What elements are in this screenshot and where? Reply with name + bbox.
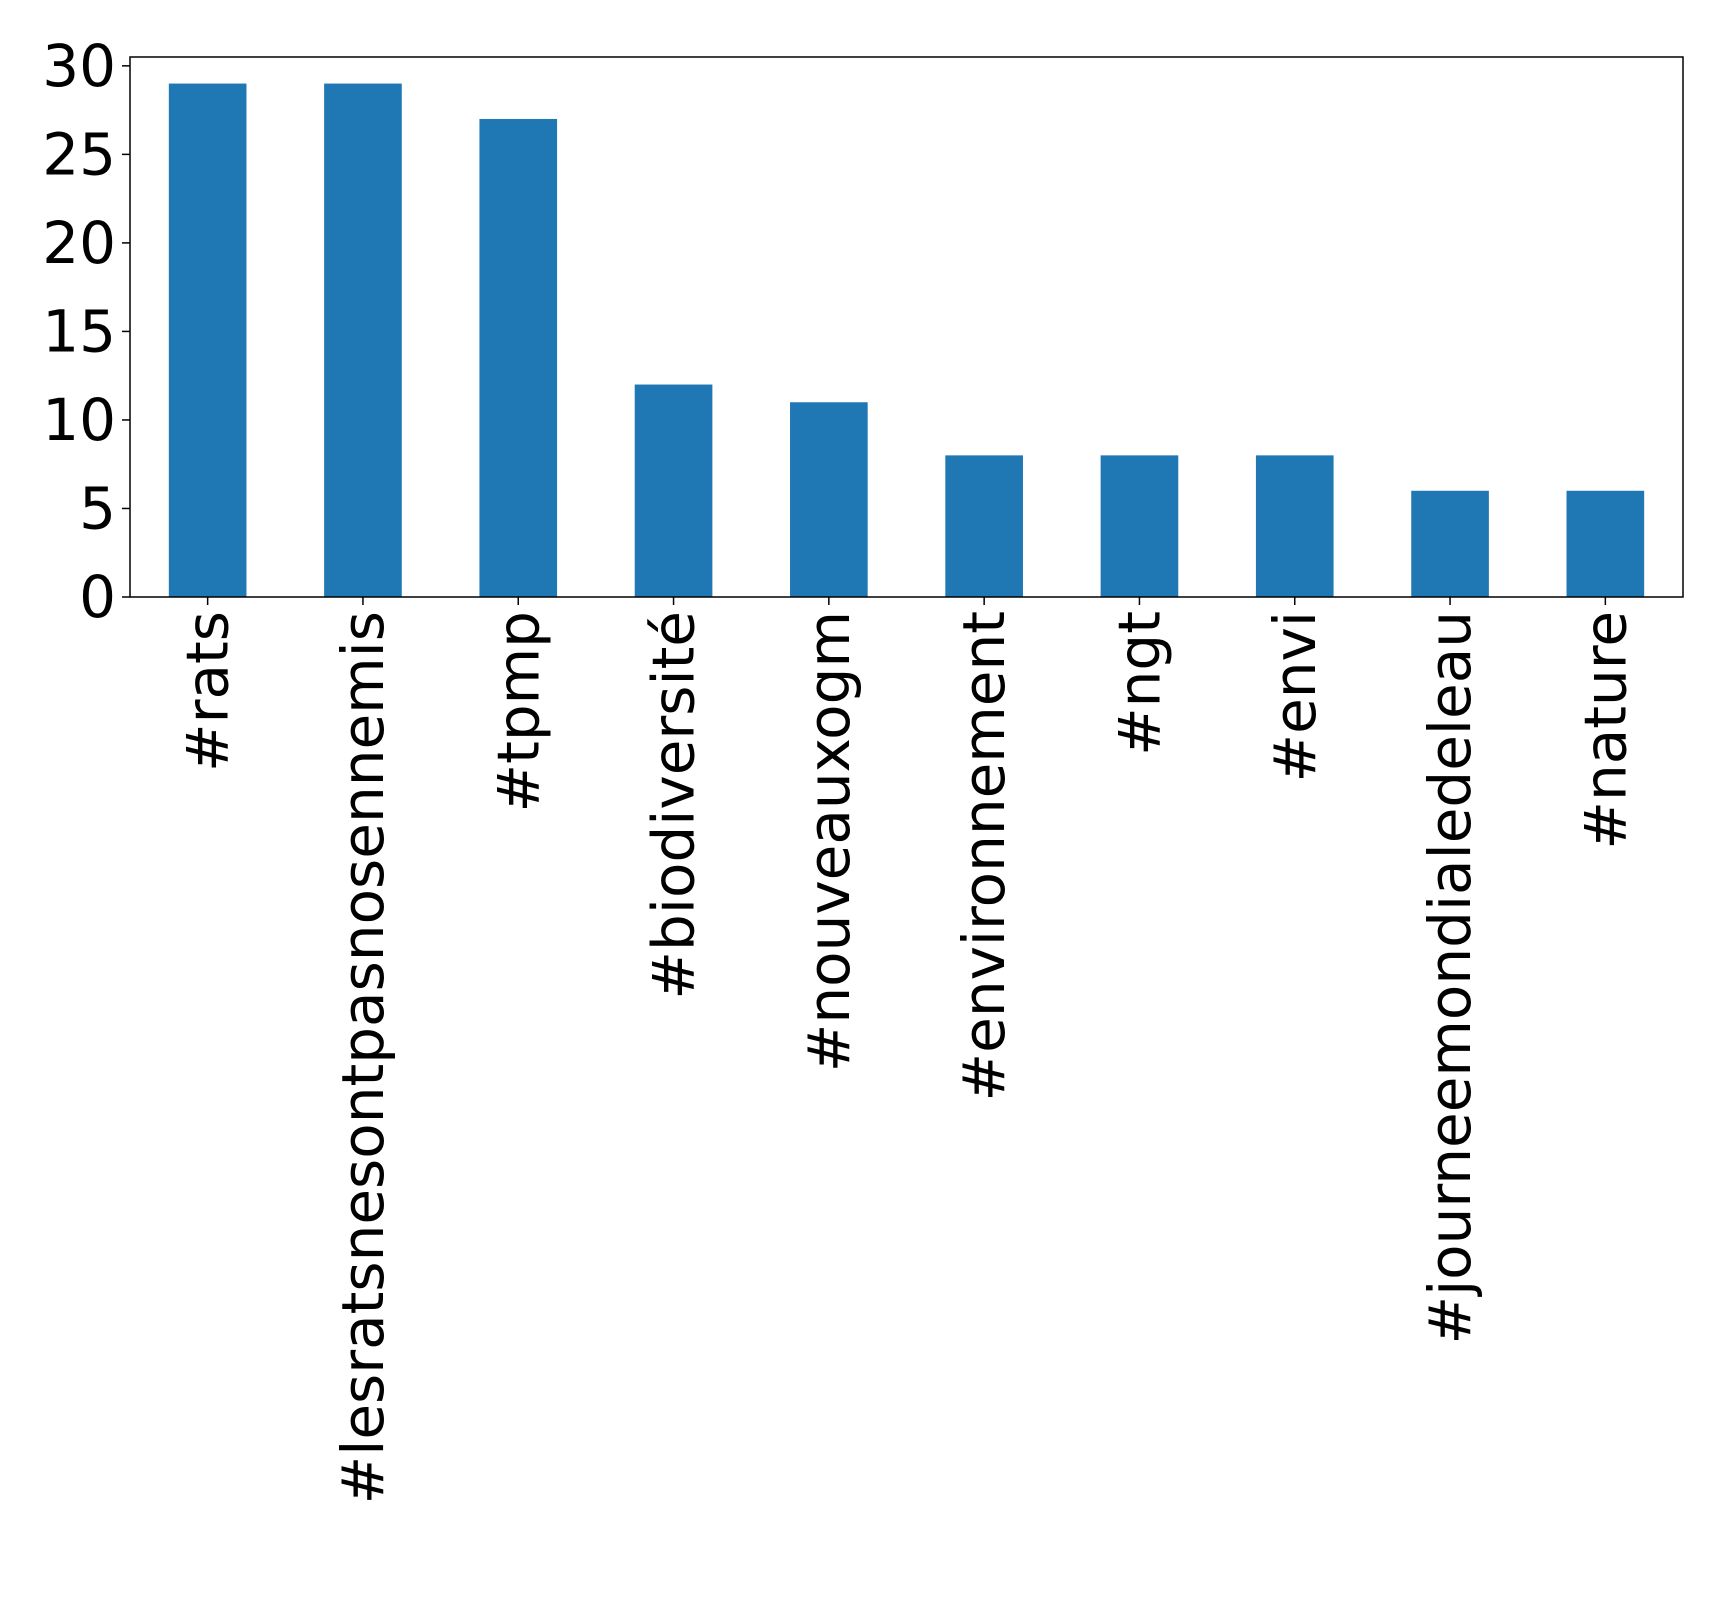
x-tick-label: #nature <box>1571 611 1639 850</box>
bar <box>1411 490 1489 597</box>
y-tick-label: 30 <box>42 32 116 100</box>
y-axis: 0 5 10 15 20 25 30 <box>42 32 130 631</box>
bars-group <box>168 83 1645 598</box>
x-tick-label: #tpmp <box>484 611 552 812</box>
y-tick-label: 25 <box>42 120 116 188</box>
bar <box>1100 455 1179 597</box>
y-tick-label: 5 <box>79 474 116 542</box>
y-tick-label: 0 <box>79 563 116 631</box>
x-tick-label: #journeemondialedeleau <box>1416 611 1484 1345</box>
x-tick-label: #lesratsnesontpasnosennemis <box>329 611 397 1504</box>
x-tick-label: #ngt <box>1105 611 1173 756</box>
plot-frame <box>129 56 1684 598</box>
bar <box>945 455 1023 597</box>
bar <box>479 118 558 597</box>
y-tick-label: 10 <box>42 386 116 454</box>
bar <box>324 83 402 598</box>
bar <box>1255 455 1334 597</box>
bar <box>634 384 713 597</box>
x-tick-label: #nouveauxogm <box>795 611 863 1072</box>
bar <box>1566 490 1645 597</box>
bar <box>168 83 247 598</box>
x-axis: #rats #lesratsnesontpasnosennemis #tpmp #bi… <box>174 597 1639 1504</box>
x-tick-label: #biodiversité <box>640 611 708 1000</box>
y-tick-label: 15 <box>42 297 116 365</box>
bar <box>790 402 868 597</box>
y-tick-label: 20 <box>42 209 116 277</box>
x-tick-label: #environnement <box>950 611 1018 1101</box>
x-tick-label: #rats <box>174 611 242 772</box>
x-tick-label: #envi <box>1261 611 1329 782</box>
